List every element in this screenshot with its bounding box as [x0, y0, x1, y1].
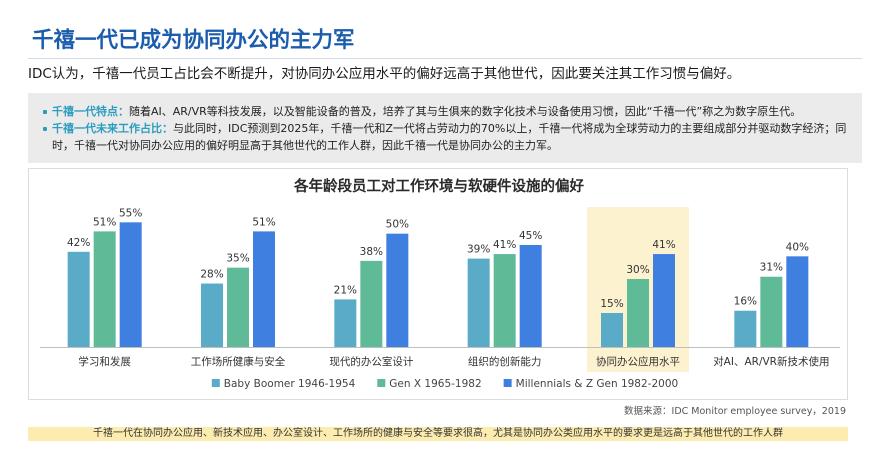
category-label-4: 组织的创新能力	[468, 355, 542, 368]
data-label-series-2-category-6: 31%	[760, 262, 783, 274]
legend-label: Baby Boomer 1946-1954	[224, 378, 356, 390]
key-point-item: 千禧一代特点：随着AI、AR/VR等科技发展，以及智能设备的普及，培养了其与生俱…	[42, 103, 862, 120]
data-label-series-3-category-4: 45%	[519, 230, 542, 242]
bar-series-2-category-1	[93, 231, 116, 347]
legend-item-1: Baby Boomer 1946-1954	[211, 378, 356, 390]
key-point-item: 千禧一代未来工作占比：与此同时，IDC预测到2025年，千禧一代和Z一代将占劳动…	[42, 120, 862, 154]
data-label-series-3-category-3: 50%	[386, 219, 409, 231]
legend-label: Millennials & Z Gen 1982-2000	[516, 378, 679, 390]
data-label-series-2-category-4: 41%	[493, 239, 516, 251]
data-label-series-3-category-5: 41%	[652, 239, 675, 251]
data-label-series-3-category-2: 51%	[252, 216, 275, 228]
bar-series-1-category-4	[467, 258, 490, 347]
key-point-label: 千禧一代未来工作占比：	[52, 122, 173, 135]
data-label-series-2-category-1: 51%	[93, 216, 116, 228]
data-label-series-2-category-2: 35%	[226, 253, 249, 265]
chart-panel	[28, 168, 848, 400]
data-label-series-1-category-4: 39%	[467, 244, 490, 256]
key-point-text: 千禧一代未来工作占比：与此同时，IDC预测到2025年，千禧一代和Z一代将占劳动…	[52, 120, 852, 154]
conclusion-banner: 千禧一代在协同办公应用、新技术应用、办公室设计、工作场所的健康与安全等要求很高，…	[28, 427, 848, 441]
data-label-series-1-category-5: 15%	[600, 298, 623, 310]
category-label-3: 现代的办公室设计	[329, 355, 413, 368]
page-title: 千禧一代已成为协同办公的主力军	[32, 28, 355, 53]
bar-series-2-category-4	[493, 254, 516, 347]
bar-series-3-category-3	[386, 233, 409, 347]
chart-legend: Baby Boomer 1946-1954 Gen X 1965-1982 Mill…	[211, 378, 679, 390]
data-label-series-2-category-3: 38%	[360, 246, 383, 258]
chart-title: 各年龄段员工对工作环境与软硬件设施的偏好	[293, 177, 584, 195]
bar-series-3-category-2	[253, 231, 275, 347]
bar-series-2-category-5	[627, 279, 649, 347]
bar-series-2-category-6	[760, 276, 783, 347]
page-subtitle: IDC认为，千禧一代员工占比会不断提升，对协同办公应用水平的偏好远高于其他世代，…	[28, 66, 741, 82]
data-label-series-1-category-3: 21%	[334, 284, 357, 296]
bar-series-1-category-5	[601, 313, 623, 347]
data-label-series-2-category-5: 30%	[626, 264, 649, 276]
data-label-series-1-category-2: 28%	[200, 269, 223, 281]
category-label-6: 对AI、AR/VR新技术使用	[713, 355, 829, 368]
bar-series-1-category-6	[734, 310, 757, 347]
key-point-label: 千禧一代特点：	[52, 105, 129, 118]
category-label-1: 学习和发展	[78, 355, 131, 368]
bar-series-2-category-2	[227, 267, 249, 347]
key-point-text: 千禧一代特点：随着AI、AR/VR等科技发展，以及智能设备的普及，培养了其与生俱…	[52, 103, 852, 120]
bar-series-1-category-3	[334, 299, 357, 347]
legend-swatch	[377, 379, 386, 387]
bar-series-3-category-5	[653, 254, 675, 347]
data-label-series-3-category-1: 55%	[119, 207, 142, 219]
bar-series-1-category-1	[67, 251, 90, 347]
legend-item-2: Gen X 1965-1982	[377, 378, 482, 390]
title-divider	[28, 58, 862, 59]
key-points-panel: 千禧一代特点：随着AI、AR/VR等科技发展，以及智能设备的普及，培养了其与生俱…	[28, 93, 862, 163]
bar-series-1-category-2	[201, 283, 223, 347]
legend-swatch	[211, 379, 220, 387]
data-label-series-1-category-6: 16%	[734, 296, 757, 308]
data-source-note: 数据来源：IDC Monitor employee survey，2019	[624, 406, 846, 417]
legend-label: Gen X 1965-1982	[389, 378, 481, 390]
key-point-body: 随着AI、AR/VR等科技发展，以及智能设备的普及，培养了其与生俱来的数字化技术…	[129, 105, 802, 118]
bar-series-3-category-6	[786, 256, 809, 347]
bar-series-2-category-3	[360, 260, 383, 347]
bar-series-3-category-1	[119, 222, 142, 347]
category-label-2: 工作场所健康与安全	[191, 355, 286, 368]
bullet-icon	[42, 120, 52, 154]
bar-chart: 各年龄段员工对工作环境与软硬件设施的偏好 42%51%55%学习和发展28%35…	[40, 177, 840, 390]
data-label-series-3-category-6: 40%	[786, 241, 809, 253]
legend-item-3: Millennials & Z Gen 1982-2000	[503, 378, 679, 390]
bar-series-3-category-4	[519, 245, 542, 347]
key-point-body: 与此同时，IDC预测到2025年，千禧一代和Z一代将占劳动力的70%以上，千禧一…	[52, 122, 847, 152]
bullet-icon	[42, 103, 52, 120]
data-label-series-1-category-1: 42%	[67, 237, 90, 249]
category-label-5: 协同办公应用水平	[596, 355, 680, 368]
legend-swatch	[503, 379, 512, 387]
